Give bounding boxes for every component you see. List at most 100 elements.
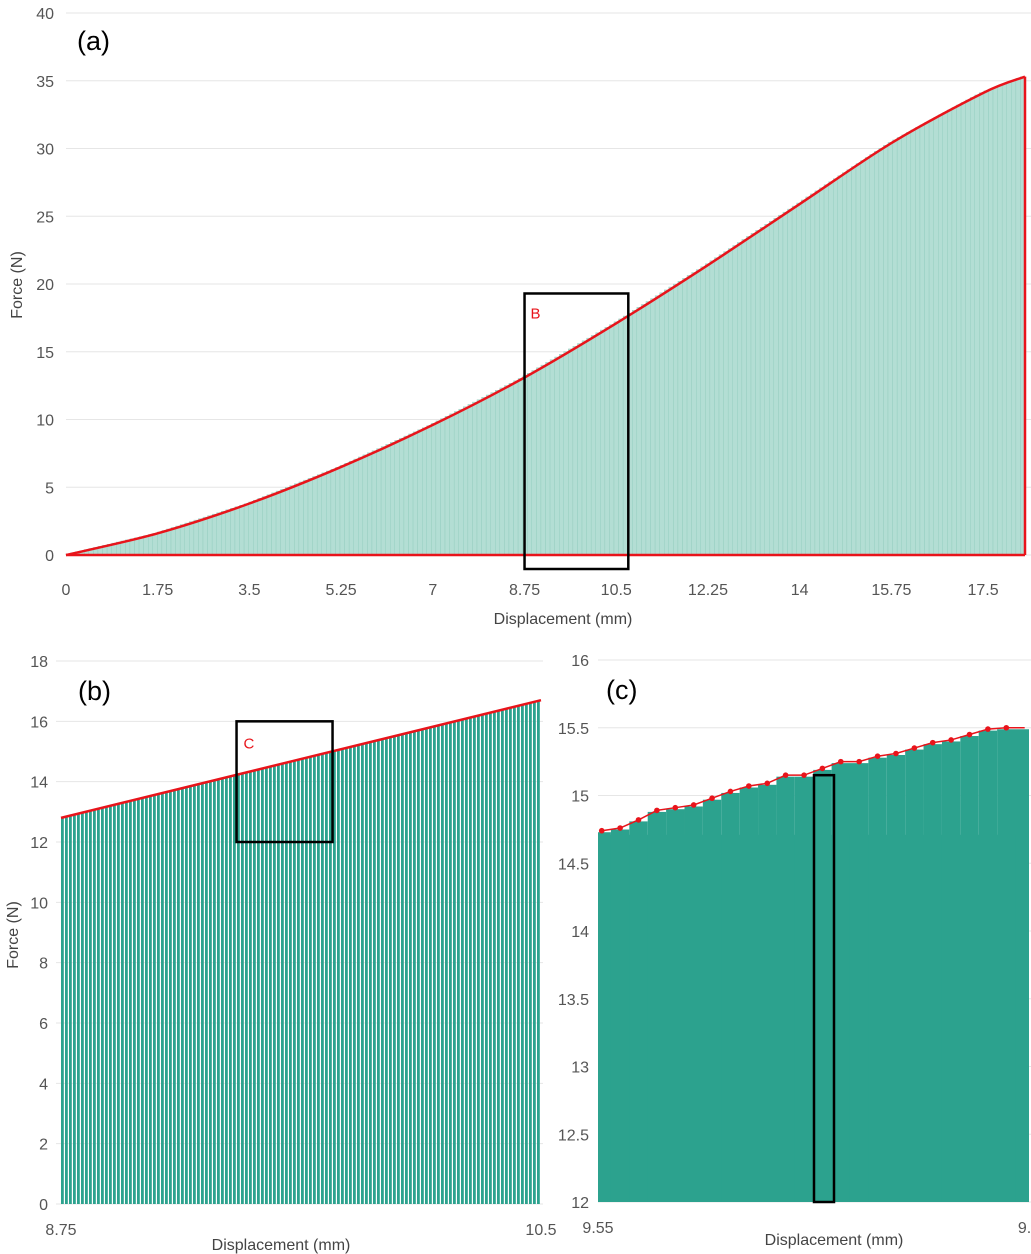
a-bar [230,508,236,556]
c-data-points [598,724,1010,834]
a-bar [718,254,724,556]
a-y-tick-5: 25 [36,209,54,226]
c-data-point [654,807,660,814]
a-bar [184,522,190,556]
c-data-point [874,753,881,760]
a-bar [152,533,158,556]
a-bar [755,230,761,556]
a-bar [399,437,405,556]
c-x-axis-label: Displacement (mm) [765,1232,904,1249]
a-bar [298,481,304,556]
c-y-tick-3: 13.5 [558,992,589,1009]
a-bar [581,340,587,556]
panel-b: C 0 2 4 6 8 10 12 14 16 18 8.75 10.5 Displacement … [5,654,557,1254]
a-bar [604,327,610,556]
a-bar [545,362,551,556]
a-bar [554,356,560,556]
a-bar [759,227,765,556]
a-bar [138,536,144,556]
a-bar [869,154,875,556]
a-bar [618,318,624,556]
b-bar [285,761,288,1204]
c-x-tick-1: 9.7 [1018,1220,1031,1237]
a-bar [682,278,688,556]
b-bar [193,784,196,1204]
b-bar [489,711,492,1204]
c-y-tick-1: 12.5 [558,1127,589,1144]
b-force-line [60,699,542,820]
b-bar [421,728,424,1204]
b-bar [341,748,344,1204]
a-bar [275,490,281,556]
a-x-tick-6: 10.5 [601,582,632,599]
c-data-point [801,772,807,778]
a-bar [700,266,706,556]
a-bar [764,224,770,556]
c-bar [997,729,1016,1202]
a-x-tick-4: 7 [428,582,437,599]
b-bar [237,773,240,1204]
c-data-point [1003,724,1010,731]
b-bar [213,779,216,1204]
a-bar [463,406,469,556]
b-bar [473,715,476,1204]
c-bar [831,763,850,1202]
a-bar [919,124,925,556]
a-bar [390,442,396,556]
b-bar [345,747,348,1204]
c-data-point [672,804,679,811]
c-bar [666,809,685,1202]
a-bar [280,489,286,556]
b-y-tick-8: 16 [30,714,48,731]
b-bar [73,813,76,1204]
c-bar [905,749,924,1202]
c-data-point [727,788,734,795]
a-bar [371,450,377,556]
a-y-tick-4: 20 [36,277,54,294]
a-bar [846,169,852,556]
a-bar [819,187,825,556]
a-bar [243,503,249,556]
a-bar [316,474,322,556]
a-bar [508,382,514,556]
a-x-tick-8: 14 [791,582,809,599]
a-bar [353,458,359,556]
a-bar [1015,78,1021,556]
a-bar [892,139,898,556]
a-bar [732,245,738,556]
a-bar [974,94,980,556]
b-bar [245,771,248,1204]
b-bar [485,712,488,1204]
b-bar [505,708,508,1204]
b-bar [309,756,312,1204]
a-y-tick-8: 40 [36,6,54,23]
a-bar [622,315,628,556]
c-data-point [966,731,973,738]
a-zoom-label: B [531,305,541,322]
b-bar [109,805,112,1204]
a-bar [161,530,167,556]
a-bar [613,321,619,556]
a-bar [248,501,254,556]
b-bar [273,764,276,1204]
a-bar [147,534,153,556]
a-bar [860,160,866,556]
a-bar [750,233,756,556]
a-bar [312,476,318,556]
a-bar [864,157,870,556]
c-data-point [782,772,789,778]
a-bar [796,202,802,556]
b-bar [249,770,252,1204]
a-bar [262,496,268,556]
a-bar [335,467,341,556]
b-bar [277,763,280,1204]
a-bar [339,465,345,556]
c-data-point [929,739,936,746]
a-bar [422,427,427,556]
b-bar [165,791,168,1204]
b-bar [261,767,264,1204]
c-data-point [764,780,771,787]
b-x-tick-0: 8.75 [45,1222,76,1239]
c-data-point [746,783,752,789]
